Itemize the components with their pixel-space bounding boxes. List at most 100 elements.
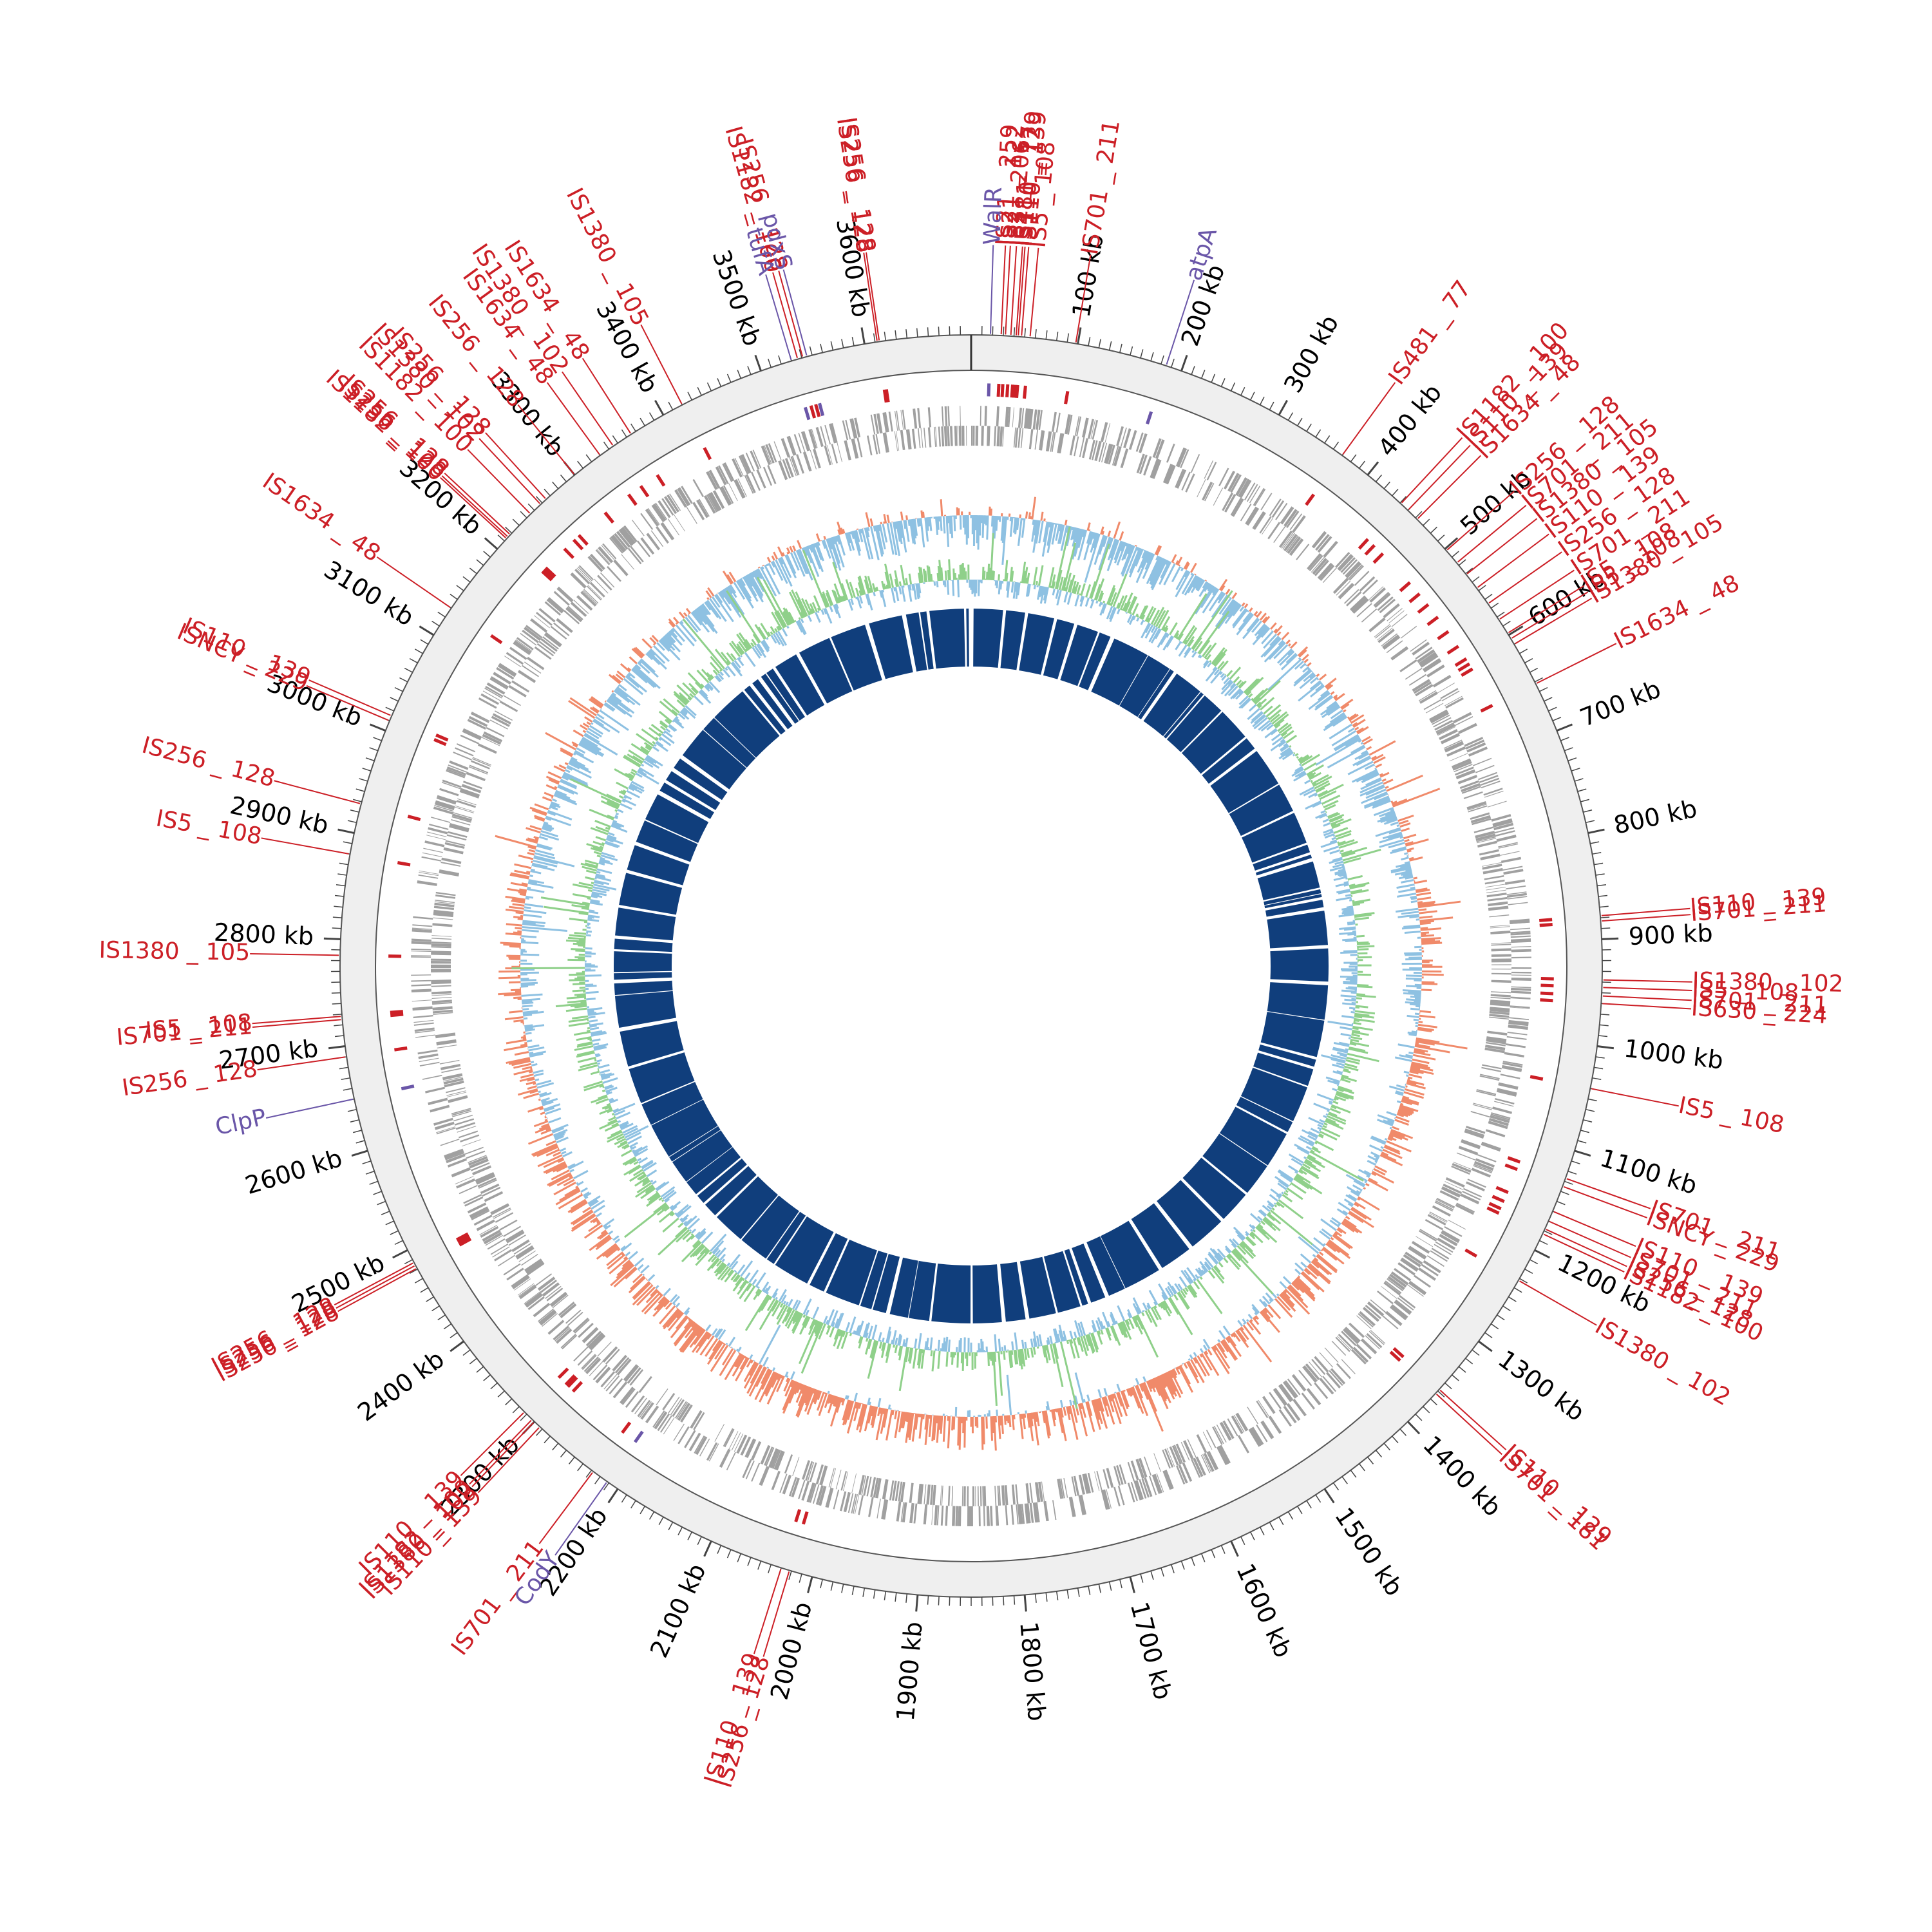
- gc-content-bar: [1001, 516, 1008, 565]
- gc-skew-bar: [1296, 1173, 1311, 1184]
- gc-content-bar: [587, 727, 602, 738]
- cds-segment: [430, 1104, 450, 1113]
- gc-content-bar: [748, 573, 763, 598]
- inner-block: [620, 1021, 684, 1067]
- gc-content-bar: [1399, 1054, 1413, 1059]
- gc-skew-bar: [1294, 1175, 1323, 1195]
- gc-content-bar: [1262, 1309, 1271, 1320]
- gc-skew-bar: [1139, 605, 1147, 619]
- gc-content-bar: [920, 518, 925, 548]
- gc-content-bar: [726, 574, 734, 584]
- cds-segment: [1389, 1273, 1407, 1288]
- cds-segment: [1238, 478, 1249, 497]
- cds-segment: [1441, 1231, 1459, 1244]
- gc-content-bar: [612, 692, 616, 697]
- gc-content-bar: [535, 1078, 540, 1081]
- gc-content-bar: [1294, 1262, 1304, 1272]
- gc-skew-bar: [579, 1061, 598, 1068]
- gc-content-bar: [1136, 1385, 1144, 1399]
- gc-content-bar: [1334, 693, 1345, 701]
- gc-content-bar: [1377, 1114, 1395, 1122]
- gc-content-bar: [877, 524, 881, 532]
- gc-content-bar: [645, 652, 654, 661]
- gc-content-bar: [1372, 753, 1384, 761]
- gc-content-bar: [892, 522, 901, 556]
- gc-skew-bar: [1352, 1029, 1361, 1033]
- gc-content-bar: [608, 1230, 614, 1235]
- gc-skew-bar: [684, 1218, 693, 1226]
- cds-segment: [1491, 942, 1511, 944]
- gc-skew-bar: [1321, 794, 1341, 805]
- cds-segment: [858, 1495, 864, 1515]
- gc-skew-bar: [782, 1300, 787, 1305]
- cds-segment: [1301, 1392, 1316, 1410]
- gc-content-bar: [583, 1191, 590, 1197]
- gc-skew-bar: [1303, 1156, 1307, 1160]
- gc-skew-bar: [646, 1169, 658, 1177]
- gc-skew-bar: [1039, 586, 1045, 604]
- gc-skew-bar: [753, 645, 762, 657]
- gc-content-bar: [914, 1413, 919, 1430]
- gc-content-bar: [1379, 810, 1395, 818]
- gc-content-bar: [1016, 517, 1020, 530]
- cds-segment: [1268, 1416, 1282, 1434]
- gc-content-bar: [712, 1340, 721, 1352]
- gc-content-bar: [1398, 1108, 1413, 1115]
- gc-skew-bar: [1268, 1211, 1272, 1215]
- gc-content-bar: [1312, 1258, 1332, 1276]
- cds-segment: [772, 1470, 781, 1491]
- gc-skew-bar: [833, 1329, 841, 1347]
- gc-content-bar: [1297, 646, 1309, 657]
- gc-skew-bar: [1343, 950, 1358, 952]
- gc-skew-bar: [804, 599, 813, 614]
- gc-content-bar: [1320, 1218, 1337, 1231]
- gc-skew-bar: [813, 595, 822, 611]
- gc-content-bar: [1046, 1401, 1050, 1410]
- gc-skew-bar: [643, 760, 654, 768]
- gc-content-bar: [900, 520, 907, 553]
- gc-skew-bar: [601, 1073, 615, 1079]
- cds-segment: [1507, 896, 1528, 900]
- gc-content-bar: [1279, 1281, 1287, 1289]
- cds-segment: [1006, 406, 1010, 427]
- cds-segment: [1065, 414, 1070, 435]
- gc-skew-bar: [1040, 586, 1044, 597]
- gc-content-bar: [1068, 1405, 1079, 1440]
- gc-skew-bar: [821, 593, 829, 608]
- gc-skew-bar: [690, 687, 698, 694]
- gc-content-bar: [1419, 920, 1435, 923]
- gc-content-bar: [679, 1325, 701, 1353]
- gc-content-bar: [795, 549, 808, 574]
- gc-content-bar: [1045, 1410, 1051, 1436]
- gc-skew-bar: [651, 1180, 657, 1185]
- gc-skew-bar: [1146, 618, 1150, 623]
- gc-skew-bar: [1217, 1248, 1226, 1258]
- gc-content-bar: [844, 533, 852, 551]
- gc-content-bar: [498, 992, 522, 996]
- gc-skew-bar: [694, 696, 704, 706]
- gc-content-bar: [1292, 1281, 1305, 1294]
- gc-content-bar: [1149, 557, 1164, 585]
- gc-skew-bar: [578, 882, 594, 887]
- inner-block: [1137, 669, 1174, 720]
- gc-skew-bar: [1001, 1347, 1004, 1352]
- gc-skew-bar: [663, 1191, 677, 1202]
- gc-skew-bar: [674, 1212, 677, 1215]
- gc-skew-bar: [1334, 871, 1347, 876]
- gc-content-bar: [1398, 1107, 1414, 1114]
- gc-content-bar: [1135, 1378, 1140, 1385]
- cds-segment: [1508, 1023, 1529, 1026]
- cds-segment: [1319, 1378, 1334, 1395]
- gc-skew-bar: [1146, 1305, 1150, 1310]
- gc-skew-bar: [1264, 1217, 1281, 1231]
- gc-skew-bar: [1052, 581, 1056, 589]
- gc-content-bar: [650, 648, 666, 664]
- gc-skew-bar: [1231, 1243, 1236, 1249]
- gc-skew-bar: [1015, 582, 1019, 599]
- gc-content-bar: [566, 766, 573, 771]
- cds-segment: [1318, 564, 1333, 580]
- gc-skew-bar: [706, 683, 714, 690]
- cds-segment: [1487, 800, 1507, 808]
- gc-content-bar: [527, 1044, 540, 1048]
- gc-content-bar: [877, 1397, 882, 1408]
